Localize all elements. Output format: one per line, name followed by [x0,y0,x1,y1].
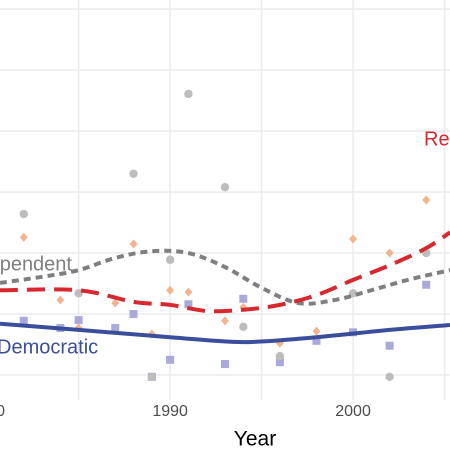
point [184,287,193,297]
point [221,316,229,326]
point [385,248,394,258]
point [385,341,394,350]
point [239,322,248,332]
point [74,289,83,298]
point [166,285,175,295]
point [184,300,193,309]
point [312,326,321,336]
x-tick-label: 2000 [335,403,371,420]
point [19,316,28,325]
point [275,351,285,361]
point [165,255,175,264]
trend-line [0,321,450,345]
point [221,360,229,369]
series-label: Republican [424,128,450,150]
point [239,294,248,303]
point [147,372,157,382]
point [19,209,28,219]
point [312,336,321,345]
point [129,239,138,249]
point [129,310,138,319]
series-label: Independent [0,253,72,275]
point [56,295,65,305]
point [220,182,230,192]
point [111,324,120,333]
point [422,280,431,289]
point [184,89,193,99]
point [275,358,284,367]
point [19,232,28,242]
point [166,355,175,364]
series-label: Democratic [0,336,98,358]
point [349,234,358,244]
x-tick-label: 1980 [0,403,5,420]
point [129,169,138,178]
point [348,289,358,298]
trend-line [0,230,450,314]
x-axis-title: Year [234,428,276,450]
point [111,298,120,308]
point [74,316,83,325]
point [422,195,431,205]
x-tick-label: 1990 [152,403,188,420]
trend-line [0,248,450,306]
point [385,372,394,382]
